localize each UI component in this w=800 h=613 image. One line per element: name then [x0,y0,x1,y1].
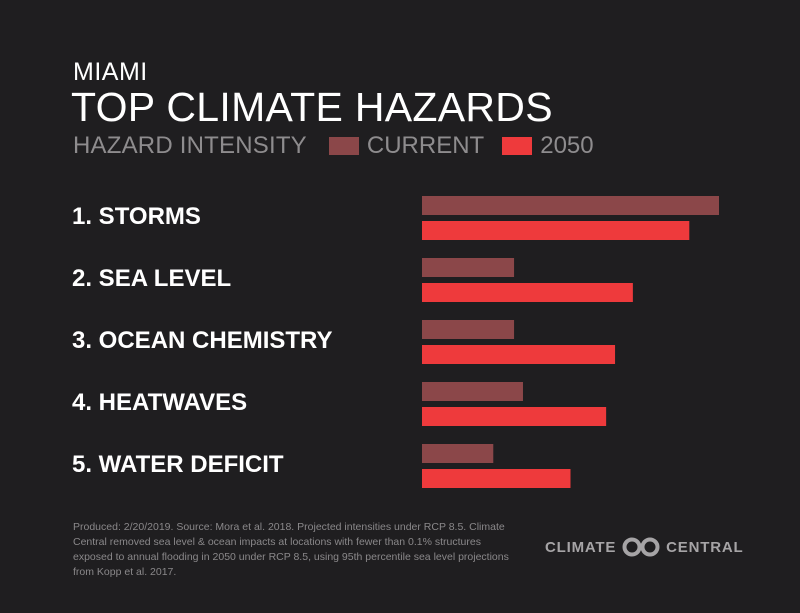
climate-central-logo-icon [622,537,660,557]
brand-text-left: CLIMATE [545,538,617,556]
legend-entry-current: CURRENT [366,132,485,159]
category-label-4: 4. HEATWAVES [72,389,247,416]
bar-2050-1 [422,221,690,240]
city-name: MIAMI [73,58,148,86]
bar-current-3 [422,320,515,339]
brand-logo: CLIMATE CENTRAL [545,537,743,557]
footnote: Produced: 2/20/2019. Source: Mora et al.… [73,521,509,578]
brand-text-right: CENTRAL [666,538,744,556]
bar-current-4 [422,382,523,401]
bar-2050-4 [422,407,607,426]
legend: HAZARD INTENSITY CURRENT 2050 [73,132,612,160]
category-label-2: 2. SEA LEVEL [72,265,231,292]
bar-current-1 [422,196,719,215]
bar-2050-5 [422,469,571,488]
legend-label: HAZARD INTENSITY [73,132,307,159]
legend-swatch-current [328,137,359,155]
category-label-5: 5. WATER DEFICIT [72,451,284,478]
category-label-3: 3. OCEAN CHEMISTRY [72,327,332,354]
legend-swatch-2050 [502,137,533,155]
bar-2050-2 [422,283,633,302]
legend-entry-2050: 2050 [540,132,594,159]
category-label-1: 1. STORMS [72,203,201,230]
bar-current-5 [422,444,494,463]
page-title: TOP CLIMATE HAZARDS [71,84,553,130]
bar-2050-3 [422,345,616,364]
bar-current-2 [422,258,515,277]
